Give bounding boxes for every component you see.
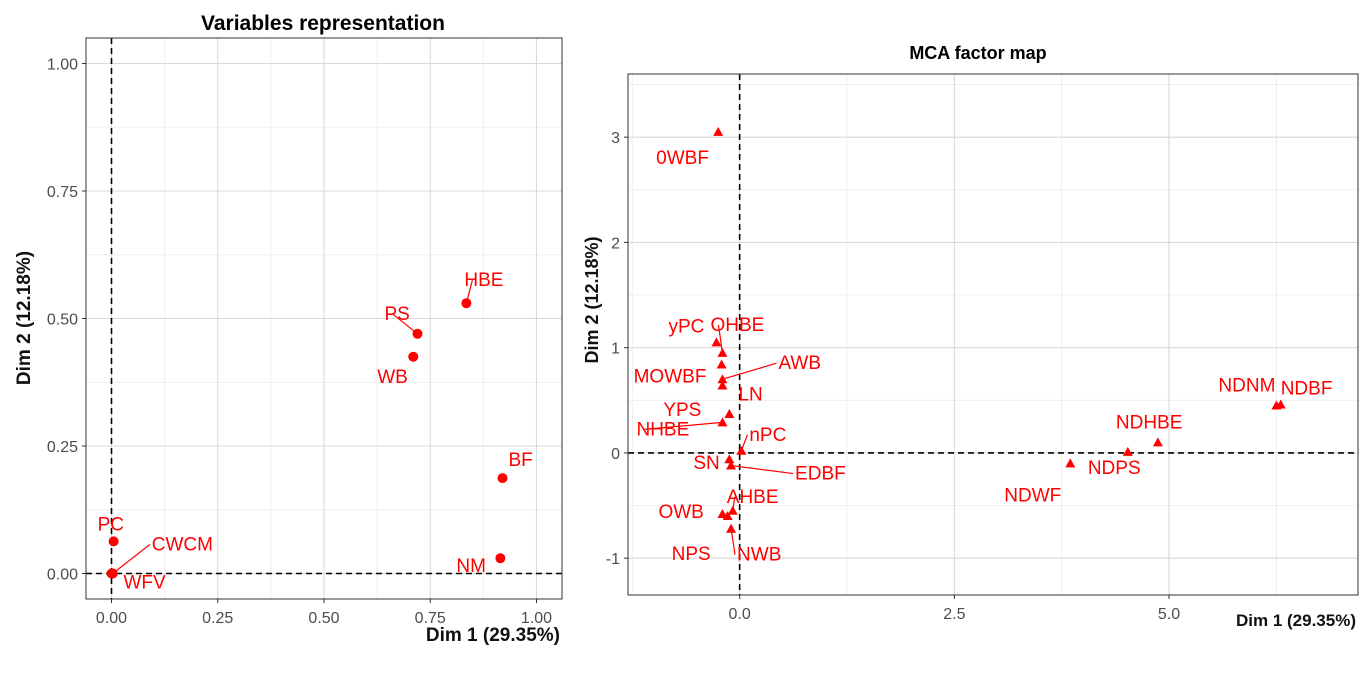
y-axis-title: Dim 2 (12.18%) [582, 236, 602, 363]
leader-line-ps [392, 313, 418, 335]
point-mowbf [716, 359, 727, 369]
point-label-nm: NM [456, 556, 486, 577]
point-nps [722, 511, 733, 521]
y-tick-label: 0 [611, 446, 620, 463]
point-npc [736, 445, 747, 455]
point-label-sn: SN [693, 453, 719, 474]
point-label-wb: WB [377, 367, 408, 388]
point-label-hbe: HBE [464, 270, 503, 291]
point-label-ndps: NDPS [1088, 458, 1141, 479]
leader-line-edbf [730, 464, 794, 475]
leader-line-cwcm [112, 544, 151, 574]
plot-panel [627, 73, 1359, 596]
x-tick-label: 2.5 [943, 606, 965, 623]
point-hbe [461, 298, 472, 309]
point-label-pc: PC [98, 514, 124, 535]
y-tick-label: -1 [606, 551, 620, 568]
point-label-ndwf: NDWF [1004, 485, 1061, 506]
x-tick-label: 1.00 [521, 610, 552, 627]
point-ypc [711, 337, 722, 347]
point-owb [717, 508, 728, 518]
y-tick-label: 3 [611, 130, 620, 147]
mca-factor-map-chart: MCA factor map 0.0 2.5 5.0 -1 0 1 2 3 0WBF yPC OH… [582, 43, 1359, 630]
point-label-ps: PS [385, 304, 410, 325]
point-bf [497, 473, 508, 484]
point-label-ypc: yPC [668, 316, 704, 337]
leader-line-nwb [730, 528, 736, 555]
y-tick-label: 0.50 [47, 312, 78, 329]
leader-line-awb [722, 362, 777, 380]
point-label-owb: OWB [658, 502, 703, 523]
y-tick-label: 0.00 [47, 567, 78, 584]
chart-title: Variables representation [201, 12, 445, 35]
point-ahbe [727, 505, 738, 515]
point-wb [408, 351, 419, 362]
point-awb [717, 374, 728, 384]
point-ohbe [717, 347, 728, 357]
variables-representation-chart: Variables representation 0.00 0.25 0.50 0.7… [14, 12, 563, 646]
point-0wbf [713, 126, 724, 136]
point-ps [412, 328, 423, 339]
point-label-mowbf: MOWBF [634, 366, 707, 387]
point-label-ndbf: NDBF [1281, 378, 1333, 399]
y-axis-title: Dim 2 (12.18%) [14, 251, 35, 385]
point-label-nwb: NWB [737, 545, 781, 566]
point-ndwf [1065, 458, 1076, 468]
point-label-0wbf: 0WBF [656, 148, 709, 169]
y-tick-label: 0.25 [47, 439, 78, 456]
point-nwb [726, 523, 737, 533]
point-label-cwcm: CWCM [152, 535, 213, 556]
point-nhbe [717, 417, 728, 427]
point-label-ahbe: AHBE [727, 487, 779, 508]
x-tick-label: 5.0 [1158, 606, 1180, 623]
point-label-yps: YPS [663, 400, 701, 421]
x-tick-label: 0.00 [96, 610, 127, 627]
x-tick-label: 0.25 [202, 610, 233, 627]
point-ndhbe [1152, 437, 1163, 447]
point-label-wfv: WFV [124, 573, 167, 594]
x-tick-label: 0.75 [415, 610, 446, 627]
point-ndnm [1271, 400, 1282, 410]
x-tick-label: 0.50 [308, 610, 339, 627]
y-tick-label: 1 [611, 341, 620, 358]
x-axis-title: Dim 1 (29.35%) [1236, 611, 1356, 630]
point-ln [717, 380, 728, 390]
point-label-ohbe: OHBE [710, 315, 764, 336]
point-label-edbf: EDBF [795, 464, 846, 485]
point-nm [495, 553, 506, 564]
point-label-nhbe: NHBE [636, 419, 689, 440]
chart-title: MCA factor map [909, 43, 1046, 63]
point-label-ndhbe: NDHBE [1116, 412, 1183, 433]
point-yps [724, 408, 735, 418]
point-edbf [726, 460, 737, 470]
x-axis-title: Dim 1 (29.35%) [426, 625, 560, 646]
point-pc [108, 536, 119, 547]
point-label-npc: nPC [749, 425, 786, 446]
plot-panel [85, 37, 563, 600]
point-label-bf: BF [509, 450, 533, 471]
point-label-awb: AWB [778, 353, 821, 374]
y-tick-label: 2 [611, 235, 620, 252]
leader-line-nhbe [644, 421, 723, 430]
y-tick-label: 1.00 [47, 57, 78, 74]
y-tick-label: 0.75 [47, 184, 78, 201]
x-tick-label: 0.0 [729, 606, 751, 623]
point-wfv [106, 568, 117, 579]
point-label-nps: NPS [672, 544, 711, 565]
point-label-ndnm: NDNM [1218, 376, 1275, 397]
leader-line-ohbe [717, 324, 724, 354]
point-sn [724, 454, 735, 464]
point-ndps [1122, 446, 1133, 456]
point-label-ln: LN [738, 385, 762, 406]
